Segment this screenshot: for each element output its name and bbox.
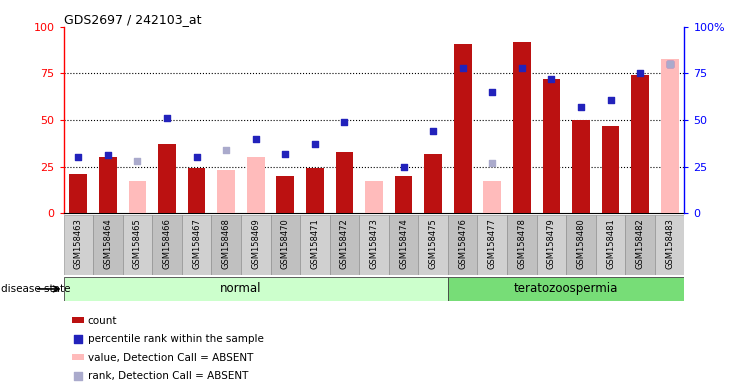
Text: GSM158465: GSM158465 xyxy=(133,218,142,269)
Text: GSM158463: GSM158463 xyxy=(74,218,83,269)
Bar xyxy=(99,157,117,213)
Text: value, Detection Call = ABSENT: value, Detection Call = ABSENT xyxy=(88,353,253,362)
Bar xyxy=(595,215,625,275)
Text: GSM158468: GSM158468 xyxy=(221,218,230,269)
Bar xyxy=(631,75,649,213)
Text: GSM158470: GSM158470 xyxy=(280,218,289,269)
Bar xyxy=(336,152,353,213)
Point xyxy=(663,61,675,67)
Bar xyxy=(218,170,235,213)
Bar xyxy=(64,215,94,275)
Bar xyxy=(448,277,684,301)
Point xyxy=(398,164,410,170)
Point xyxy=(133,329,145,335)
Point xyxy=(279,151,291,157)
Point xyxy=(191,154,203,161)
Bar xyxy=(94,215,123,275)
Text: GSM158476: GSM158476 xyxy=(459,218,468,269)
Point xyxy=(220,147,232,153)
Bar xyxy=(654,215,684,275)
Text: GSM158477: GSM158477 xyxy=(488,218,497,269)
Bar xyxy=(625,215,654,275)
Bar xyxy=(542,79,560,213)
Text: GSM158478: GSM158478 xyxy=(518,218,527,269)
Bar xyxy=(566,215,595,275)
Bar xyxy=(507,215,536,275)
Bar xyxy=(123,215,153,275)
Bar xyxy=(72,354,84,360)
Text: GSM158469: GSM158469 xyxy=(251,218,260,269)
Point xyxy=(486,89,498,95)
Bar xyxy=(153,215,182,275)
Point xyxy=(575,104,587,110)
Text: GSM158480: GSM158480 xyxy=(577,218,586,269)
Point xyxy=(427,128,439,134)
Text: disease state: disease state xyxy=(1,284,70,294)
Bar xyxy=(271,215,300,275)
Bar xyxy=(454,44,471,213)
Bar xyxy=(188,169,206,213)
Text: normal: normal xyxy=(220,283,262,295)
Text: GSM158479: GSM158479 xyxy=(547,218,556,269)
Bar xyxy=(389,215,418,275)
Bar xyxy=(241,215,271,275)
Bar xyxy=(513,42,530,213)
Text: GSM158483: GSM158483 xyxy=(665,218,674,269)
Text: GSM158466: GSM158466 xyxy=(162,218,171,269)
Text: rank, Detection Call = ABSENT: rank, Detection Call = ABSENT xyxy=(88,371,248,381)
Bar xyxy=(64,277,448,301)
Bar xyxy=(365,182,383,213)
Point xyxy=(486,160,498,166)
Bar xyxy=(477,215,507,275)
Bar xyxy=(277,176,294,213)
Point xyxy=(604,96,616,103)
Point xyxy=(132,158,144,164)
Bar xyxy=(448,215,477,275)
Bar xyxy=(418,215,448,275)
Text: teratozoospermia: teratozoospermia xyxy=(514,283,619,295)
Bar xyxy=(247,157,265,213)
Bar xyxy=(424,154,442,213)
Bar xyxy=(395,176,412,213)
Text: GSM158467: GSM158467 xyxy=(192,218,201,269)
Text: count: count xyxy=(88,316,117,326)
Text: percentile rank within the sample: percentile rank within the sample xyxy=(88,334,263,344)
Point xyxy=(133,292,145,298)
Text: GDS2697 / 242103_at: GDS2697 / 242103_at xyxy=(64,13,201,26)
Bar xyxy=(330,215,359,275)
Point xyxy=(102,152,114,159)
Text: GSM158471: GSM158471 xyxy=(310,218,319,269)
Point xyxy=(663,61,675,67)
Text: GSM158482: GSM158482 xyxy=(636,218,645,269)
Point xyxy=(516,65,528,71)
Bar xyxy=(483,182,501,213)
Bar xyxy=(359,215,389,275)
Text: GSM158474: GSM158474 xyxy=(399,218,408,269)
Text: GSM158475: GSM158475 xyxy=(429,218,438,269)
Bar xyxy=(158,144,176,213)
Bar xyxy=(72,317,84,323)
Bar xyxy=(306,169,324,213)
Text: GSM158464: GSM158464 xyxy=(103,218,112,269)
Point xyxy=(250,136,262,142)
Text: GSM158472: GSM158472 xyxy=(340,218,349,269)
Point xyxy=(161,115,173,121)
Bar xyxy=(129,182,147,213)
Bar xyxy=(70,174,88,213)
Point xyxy=(457,65,469,71)
Bar xyxy=(601,126,619,213)
Bar xyxy=(572,120,590,213)
Bar xyxy=(300,215,330,275)
Bar xyxy=(212,215,241,275)
Point xyxy=(634,70,646,76)
Point xyxy=(338,119,350,125)
Bar xyxy=(536,215,566,275)
Bar xyxy=(182,215,212,275)
Point xyxy=(545,76,557,82)
Point xyxy=(309,141,321,147)
Text: GSM158481: GSM158481 xyxy=(606,218,615,269)
Point xyxy=(73,154,85,161)
Text: GSM158473: GSM158473 xyxy=(370,218,378,269)
Bar xyxy=(660,58,678,213)
